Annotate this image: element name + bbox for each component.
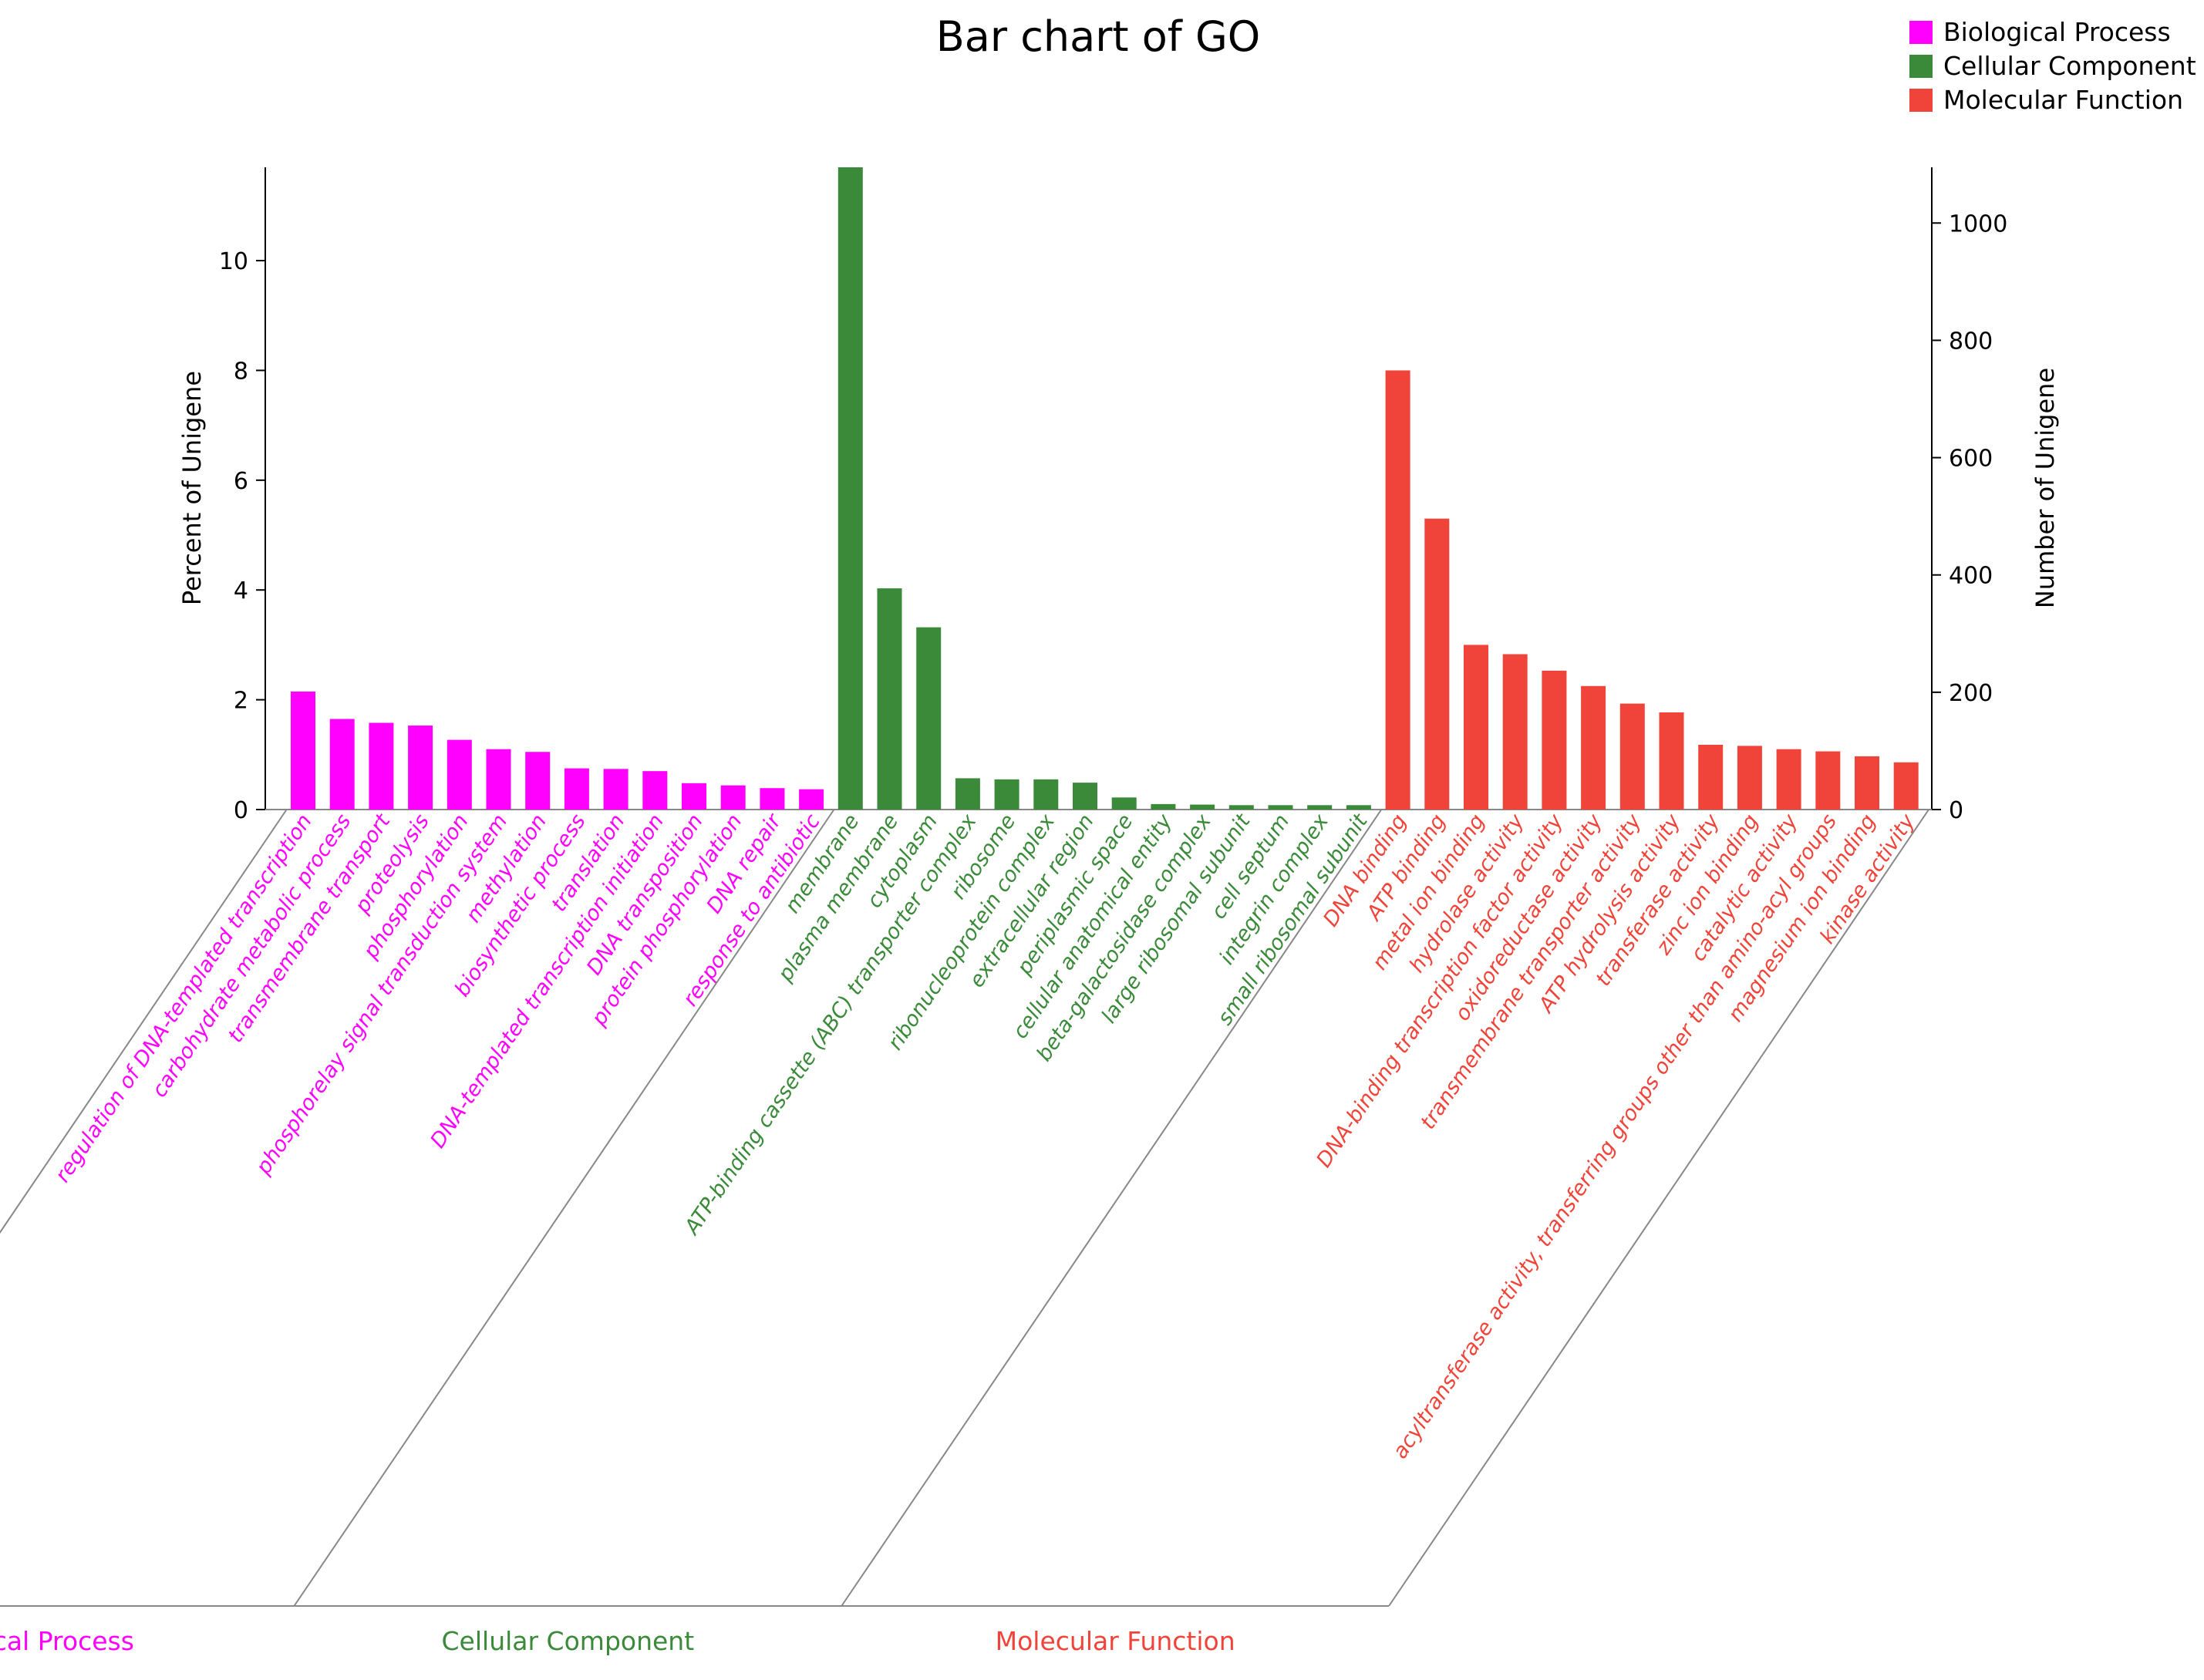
right-y-axis-label: Number of Unigene xyxy=(2030,368,2060,608)
bar xyxy=(799,789,824,810)
legend-label: Biological Process xyxy=(1943,17,2171,47)
bars xyxy=(291,167,1919,810)
bar xyxy=(408,726,433,810)
bar xyxy=(1619,703,1645,810)
bar xyxy=(1346,805,1371,810)
legend-swatch xyxy=(1909,89,1933,112)
bar xyxy=(760,788,785,810)
bar xyxy=(955,778,980,810)
bar xyxy=(486,749,511,810)
bar xyxy=(1151,803,1176,810)
bar xyxy=(1776,749,1801,810)
group-label: Molecular Function xyxy=(996,1626,1235,1656)
legend: Biological Process Cellular Component Mole… xyxy=(1909,17,2196,115)
bar xyxy=(1893,762,1919,810)
bar xyxy=(1228,805,1254,810)
bar xyxy=(1581,685,1606,810)
group-labels: Biological Process Cellular Component Mole… xyxy=(0,1626,1235,1656)
bar xyxy=(1033,779,1059,810)
bar xyxy=(369,722,394,810)
left-y-tick-label: 8 xyxy=(234,358,248,385)
bar xyxy=(877,588,902,810)
chart-title: Bar chart of GO xyxy=(936,12,1261,61)
left-y-tick-label: 6 xyxy=(234,468,248,495)
bar xyxy=(1268,805,1293,810)
panel-divider xyxy=(293,809,835,1607)
bar xyxy=(837,167,863,810)
bar xyxy=(1385,370,1410,810)
bar xyxy=(1464,645,1488,810)
panel-divider xyxy=(0,809,288,1234)
bar xyxy=(916,627,942,810)
left-y-axis-label: Percent of Unigene xyxy=(177,371,207,605)
bar xyxy=(1111,797,1137,810)
panel-divider xyxy=(841,809,1383,1607)
bar xyxy=(564,768,589,810)
right-y-tick-label: 600 xyxy=(1949,446,1993,473)
group-label: Cellular Component xyxy=(442,1626,695,1656)
bar xyxy=(994,779,1019,810)
right-y-tick-label: 800 xyxy=(1949,328,1993,355)
category-panels xyxy=(0,809,1929,1607)
bar xyxy=(1073,783,1097,810)
bar xyxy=(720,785,746,810)
bar xyxy=(1659,712,1684,810)
left-y-tick-label: 0 xyxy=(234,797,248,824)
bar xyxy=(525,752,551,810)
bar xyxy=(1698,744,1724,810)
bar xyxy=(603,769,629,810)
right-y-tick-label: 200 xyxy=(1949,680,1993,707)
bar xyxy=(642,771,668,810)
right-y-tick-label: 0 xyxy=(1949,797,1963,824)
panel-divider xyxy=(1388,809,1929,1607)
bar xyxy=(1542,670,1567,810)
left-y-tick-label: 2 xyxy=(234,688,248,715)
bar xyxy=(1855,756,1879,810)
group-label: Biological Process xyxy=(0,1626,134,1656)
legend-label: Molecular Function xyxy=(1943,85,2183,115)
bar xyxy=(1502,654,1528,810)
bar xyxy=(1307,805,1333,810)
bar xyxy=(447,739,472,810)
right-y-tick-label: 1000 xyxy=(1949,210,2007,237)
axes: 0 2 4 6 8 10 0 200 400 600 800 1000 Percent of Unige… xyxy=(177,167,2060,824)
legend-swatch xyxy=(1909,21,1933,44)
bar xyxy=(1815,751,1841,810)
category-labels: regulation of DNA-templated transcriptio… xyxy=(51,809,1920,1463)
legend-label: Cellular Component xyxy=(1943,51,2196,81)
bar xyxy=(291,691,315,810)
left-y-tick-label: 4 xyxy=(234,577,248,604)
bar xyxy=(682,783,706,810)
bar xyxy=(329,719,355,810)
left-y-tick-label: 10 xyxy=(219,248,248,275)
legend-swatch xyxy=(1909,55,1933,78)
bar xyxy=(1737,746,1762,810)
right-y-tick-label: 400 xyxy=(1949,563,1993,590)
bar xyxy=(1190,804,1215,810)
bar xyxy=(1424,518,1450,810)
